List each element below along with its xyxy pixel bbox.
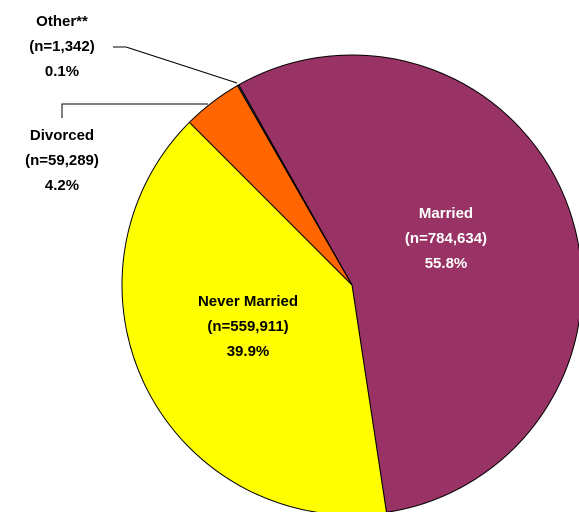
value-label: 0.1% (45, 63, 79, 80)
slice-label: Other** (36, 13, 88, 30)
leader-line (61, 103, 208, 118)
slice-label: Never Married (198, 293, 298, 310)
pie-slice (236, 84, 353, 286)
pie-slice (121, 121, 387, 512)
leader-line (113, 46, 238, 84)
count-label: (n=59,289) (25, 152, 99, 169)
count-label: (n=784,634) (405, 230, 487, 247)
pie-slice (238, 54, 579, 512)
pie (121, 54, 579, 512)
value-label: 55.8% (425, 255, 468, 272)
slice-label: Divorced (30, 127, 94, 144)
slice-label: Married (419, 205, 473, 222)
count-label: (n=559,911) (207, 318, 288, 335)
count-label: (n=1,342) (29, 38, 94, 55)
value-label: 39.9% (227, 343, 270, 360)
value-label: 4.2% (45, 177, 79, 194)
